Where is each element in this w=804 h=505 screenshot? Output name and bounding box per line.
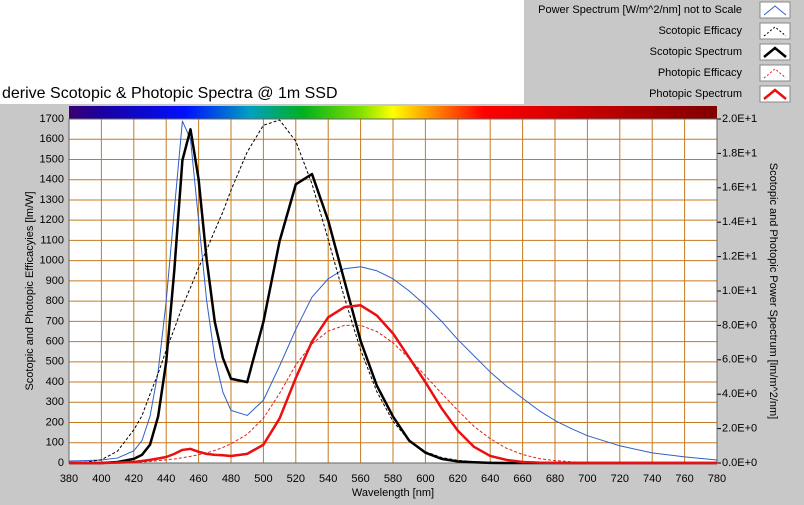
y2-tick-label: 1.8E+1 [722,147,757,159]
y2-tick-label: 0.0E+0 [722,457,757,469]
y-tick-label: 100 [46,437,64,449]
x-tick-label: 740 [643,473,661,485]
x-tick-label: 520 [287,473,305,485]
x-tick-label: 780 [708,473,726,485]
y-tick-label: 0 [58,457,64,469]
y-tick-label: 500 [46,356,64,368]
y2-tick-label: 1.4E+1 [722,216,757,228]
x-axis-label: Wavelength [nm] [352,487,434,499]
y-tick-label: 800 [46,295,64,307]
y2-tick-label: 2.0E+0 [722,423,757,435]
legend-line [763,46,787,58]
y-tick-label: 1000 [40,255,64,267]
legend-line [763,88,787,100]
y-tick-label: 1100 [40,234,64,246]
y2-tick-label: 4.0E+0 [722,388,757,400]
y-tick-label: 300 [46,396,64,408]
y-tick-label: 200 [46,416,64,428]
legend-line [763,26,787,37]
legend-swatch [759,43,791,61]
y-tick-label: 400 [46,376,64,388]
legend-swatch [759,22,791,40]
y2-tick-label: 1.2E+1 [722,251,757,263]
x-tick-label: 580 [384,473,402,485]
x-tick-label: 680 [546,473,564,485]
legend-label: Scotopic Efficacy [658,25,742,37]
y-axis-label: Scotopic and Photopic Efficacyies [lm/W] [24,191,36,390]
y2-tick-label: 1.6E+1 [722,182,757,194]
y2-tick-label: 2.0E+1 [722,113,757,125]
x-tick-label: 460 [189,473,207,485]
y-tick-label: 1600 [40,133,64,145]
y-tick-label: 1700 [40,113,64,125]
x-tick-label: 760 [675,473,693,485]
legend-row [527,1,792,20]
x-tick-label: 380 [60,473,78,485]
x-tick-label: 420 [125,473,143,485]
y2-tick-label: 6.0E+0 [722,354,757,366]
x-tick-label: 620 [449,473,467,485]
x-tick-label: 600 [416,473,434,485]
legend-row [527,64,792,83]
series-line [69,304,717,465]
y-tick-label: 1200 [40,214,64,226]
legend-swatch [759,85,791,103]
y2-tick-label: 8.0E+0 [722,319,757,331]
x-tick-label: 660 [513,473,531,485]
legend-label: Photopic Spectrum [649,88,742,100]
legend-row [527,43,792,62]
legend-swatch [759,1,791,19]
x-tick-label: 480 [222,473,240,485]
series-line [68,120,718,462]
chart-title: derive Scotopic & Photopic Spectra @ 1m … [2,85,338,102]
y2-tick-label: 1.0E+1 [722,285,757,297]
legend-swatch [759,64,791,82]
legend-line [763,5,787,16]
legend-row [527,85,792,104]
y-tick-label: 700 [46,315,64,327]
x-tick-label: 500 [254,473,272,485]
y2-axis-label: Scotopic and Photopic Power Spectrum [lm… [767,163,779,419]
legend-line [763,68,787,79]
legend-label: Photopic Efficacy [658,67,743,79]
legend-label: Scotopic Spectrum [650,46,742,58]
y-tick-label: 600 [46,335,64,347]
y-tick-label: 1300 [40,194,64,206]
legend-label: Power Spectrum [W/m^2/nm] not to Scale [538,4,742,16]
legend-row [527,22,792,41]
y-tick-label: 1400 [40,174,64,186]
x-tick-label: 720 [611,473,629,485]
y-tick-label: 1500 [40,153,64,165]
x-tick-label: 400 [92,473,110,485]
x-tick-label: 540 [319,473,337,485]
y-tick-label: 900 [46,275,64,287]
x-tick-label: 440 [157,473,175,485]
spectrum-bar [69,106,717,119]
x-tick-label: 640 [481,473,499,485]
plot-frame [68,118,718,464]
x-tick-label: 560 [351,473,369,485]
x-tick-label: 700 [578,473,596,485]
